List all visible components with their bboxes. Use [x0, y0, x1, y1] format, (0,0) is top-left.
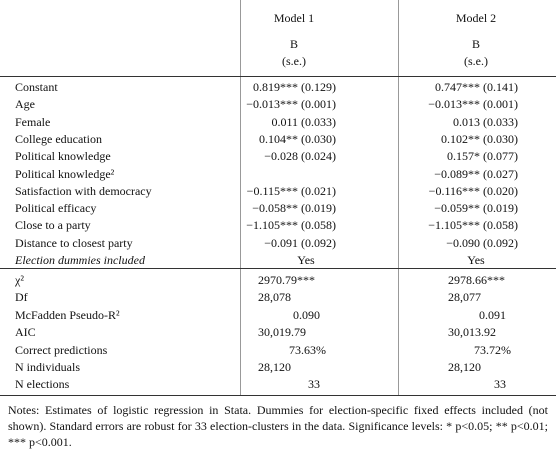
cell-value: 28,077	[448, 290, 481, 305]
cell-value: 33	[494, 377, 506, 392]
cell-value: 0.090	[293, 307, 320, 322]
cell-value: 73.72%	[474, 342, 511, 357]
row-label: Election dummies included	[15, 253, 145, 267]
notes: Notes: Estimates of logistic regression …	[8, 403, 548, 449]
cell-value: −0.090 (0.092)	[446, 235, 518, 250]
section-rule	[0, 268, 556, 269]
se-label: (s.e.)	[282, 54, 306, 68]
row-label: Correct predictions	[15, 342, 108, 357]
cell-value: Yes	[467, 253, 485, 267]
header-rule	[0, 76, 556, 77]
row-label: Political knowledge	[15, 149, 111, 164]
cell-value: 2978.66***	[448, 273, 505, 287]
se-label: (s.e.)	[464, 54, 488, 68]
row-label: Female	[15, 114, 51, 129]
column-rule	[240, 0, 241, 396]
cell-value: −1.105*** (0.058)	[246, 218, 336, 233]
cell-value: 30,013.92	[448, 325, 496, 340]
cell-value: 0.157* (0.077)	[447, 149, 518, 164]
cell-value: −0.058** (0.019)	[252, 201, 336, 216]
cell-value: −0.091 (0.092)	[264, 235, 336, 250]
cell-value: 28,120	[448, 360, 481, 374]
row-label: χ²	[15, 273, 24, 287]
cell-value: 0.091	[479, 307, 506, 322]
row-label: N individuals	[15, 360, 80, 374]
cell-value: −1.105*** (0.058)	[428, 218, 518, 233]
row-label: Political efficacy	[15, 201, 97, 216]
column-rule	[398, 0, 399, 396]
cell-value: 30,019.79	[258, 325, 306, 340]
row-label: McFadden Pseudo-R²	[15, 307, 120, 322]
cell-value: Yes	[297, 253, 315, 267]
coef-label: B	[471, 37, 480, 51]
row-label: Age	[15, 97, 35, 112]
bottom-rule	[0, 395, 556, 396]
row-label: Distance to closest party	[15, 235, 133, 250]
row-label: Satisfaction with democracy	[15, 183, 152, 198]
cell-value: 0.104** (0.030)	[259, 131, 336, 146]
cell-value: −0.059** (0.019)	[434, 201, 518, 216]
cell-value: 73.63%	[289, 342, 326, 357]
cell-value: −0.028 (0.024)	[264, 149, 336, 164]
cell-value: −0.013*** (0.001)	[428, 97, 518, 112]
cell-value: 28,078	[258, 290, 291, 305]
cell-value: −0.013*** (0.001)	[246, 97, 336, 112]
cell-value: 33	[308, 377, 320, 392]
cell-value: −0.115*** (0.021)	[246, 183, 336, 198]
cell-value: 28,120	[258, 360, 291, 374]
row-label: N elections	[15, 377, 70, 392]
row-label: Political knowledge²	[15, 166, 115, 181]
row-label: Df	[15, 290, 28, 305]
coef-label: B	[289, 37, 298, 51]
row-label: College education	[15, 131, 102, 146]
cell-value: −0.089** (0.027)	[434, 166, 518, 181]
cell-value: 0.747*** (0.141)	[435, 80, 518, 94]
row-label: Constant	[15, 80, 58, 94]
cell-value: 0.011 (0.033)	[271, 114, 336, 129]
row-label: AIC	[15, 325, 36, 340]
cell-value: 0.102** (0.030)	[441, 131, 518, 146]
row-label: Close to a party	[15, 218, 91, 233]
cell-value: 0.013 (0.033)	[453, 114, 518, 129]
cell-value: 2970.79***	[258, 273, 315, 287]
model-header: Model 2	[455, 11, 497, 25]
cell-value: −0.116*** (0.020)	[428, 183, 518, 198]
model-header: Model 1	[273, 11, 315, 25]
cell-value: 0.819*** (0.129)	[253, 80, 336, 94]
